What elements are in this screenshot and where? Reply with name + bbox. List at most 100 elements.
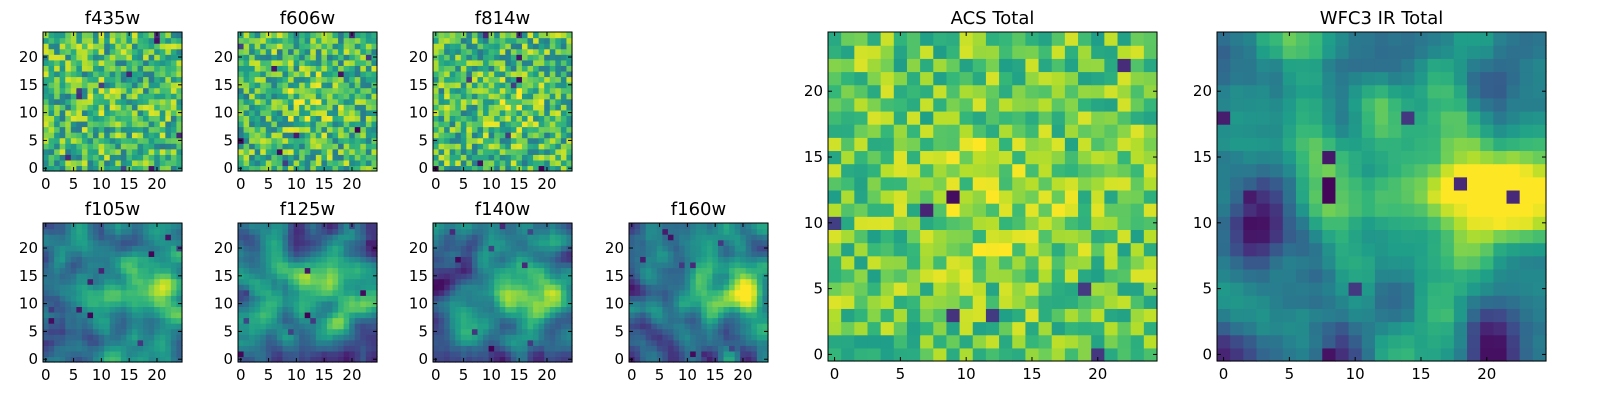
heatmap-cell	[43, 48, 50, 55]
heatmap-cell	[460, 132, 467, 139]
heatmap-cell	[338, 345, 345, 352]
heatmap-cell	[48, 159, 55, 167]
heatmap-cell	[449, 228, 456, 235]
heatmap-cell	[154, 104, 161, 111]
heatmap-cell	[549, 37, 556, 44]
heatmap-cell	[455, 284, 462, 291]
heatmap-cell	[59, 234, 66, 241]
heatmap-cell	[471, 165, 479, 172]
heatmap-cell	[120, 70, 127, 78]
heatmap-cells	[238, 32, 378, 172]
heatmap-cell	[254, 345, 261, 352]
heatmap-cell	[260, 87, 267, 94]
heatmap-cell	[265, 228, 272, 235]
heatmap-cell	[131, 148, 139, 155]
heatmap-cell	[154, 159, 161, 167]
heatmap-cell	[645, 239, 652, 246]
heatmap-cell	[249, 93, 256, 100]
heatmap-cell	[555, 43, 562, 50]
heatmap-cell	[310, 300, 317, 307]
heatmap-cell	[640, 350, 647, 358]
heatmap-cell	[176, 350, 183, 358]
heatmap-cell	[315, 43, 322, 50]
heatmap-cell	[521, 82, 529, 89]
heatmap-cell	[159, 104, 166, 111]
heatmap-cell	[751, 323, 758, 330]
heatmap-cell	[104, 273, 111, 280]
heatmap-cell	[449, 261, 456, 269]
heatmap-cell	[438, 154, 445, 161]
heatmap-cell	[98, 132, 105, 139]
heatmap-cell	[338, 109, 345, 116]
heatmap-cell	[1104, 203, 1119, 217]
heatmap-cell	[679, 306, 686, 313]
heatmap-cell	[120, 65, 127, 72]
heatmap-cell	[87, 82, 94, 89]
heatmap-cell	[762, 295, 769, 302]
heatmap-cell	[549, 59, 556, 66]
heatmap-cell	[1091, 229, 1105, 244]
heatmap-cell	[645, 339, 652, 346]
heatmap-cell	[629, 278, 636, 285]
heatmap-cell	[70, 295, 77, 302]
heatmap-cell	[59, 82, 66, 89]
heatmap-cell	[148, 278, 155, 285]
heatmap-cell	[48, 76, 55, 83]
heatmap-cell	[510, 306, 517, 313]
heatmap-cell	[249, 54, 256, 61]
heatmap-cell	[354, 223, 361, 230]
y-tick-label: 5	[223, 131, 233, 149]
heatmap-cell	[321, 323, 328, 330]
heatmap-cell	[1064, 334, 1079, 349]
heatmap-cell	[120, 273, 127, 280]
y-tick-label: 10	[214, 295, 233, 313]
heatmap-cell	[59, 76, 66, 83]
heatmap-cell	[723, 306, 730, 313]
heatmap-cell	[249, 154, 256, 161]
heatmap-cell	[706, 334, 713, 341]
x-tick-label: 5	[459, 175, 469, 193]
heatmap-cell	[854, 189, 869, 204]
heatmap-cell	[349, 295, 356, 302]
heatmap-cell	[841, 176, 855, 191]
heatmap-cell	[115, 43, 122, 50]
heatmap-cell	[734, 356, 741, 363]
heatmap-cell	[1130, 229, 1145, 244]
heatmap-cell	[555, 48, 562, 55]
heatmap-cell	[516, 104, 523, 111]
heatmap-cell	[1143, 334, 1158, 349]
heatmap-cell	[282, 87, 289, 94]
heatmap-cell	[249, 148, 256, 155]
heatmap-cell	[93, 295, 100, 302]
heatmap-cell	[365, 284, 373, 291]
heatmap-cell	[48, 37, 55, 44]
heatmap-cell	[349, 245, 356, 252]
heatmap-cell	[76, 267, 83, 274]
heatmap-cell	[93, 273, 100, 280]
heatmap-cell	[488, 37, 495, 44]
heatmap-cell	[120, 137, 127, 144]
heatmap-cell	[555, 234, 562, 241]
heatmap-cell	[126, 109, 133, 116]
heatmap-cell	[360, 148, 367, 155]
heatmap-cell	[360, 98, 367, 105]
heatmap-cell	[271, 311, 278, 319]
heatmap-cell	[1012, 176, 1026, 191]
heatmap-cell	[516, 59, 523, 66]
heatmap-cell	[438, 87, 445, 94]
heatmap-cell	[433, 70, 440, 78]
heatmap-cell	[154, 239, 161, 246]
heatmap-cell	[433, 115, 440, 122]
heatmap-cell	[1012, 203, 1026, 217]
heatmap-cell	[533, 289, 540, 296]
heatmap-cell	[288, 70, 295, 78]
heatmap-cell	[438, 234, 445, 241]
heatmap-cell	[288, 245, 295, 252]
heatmap-cell	[282, 350, 289, 358]
heatmap-cell	[527, 115, 534, 122]
heatmap-cell	[343, 104, 350, 111]
heatmap-cell	[254, 109, 261, 116]
heatmap-cell	[54, 306, 61, 313]
heatmap-cell	[143, 98, 150, 105]
heatmap-cell	[999, 268, 1013, 283]
